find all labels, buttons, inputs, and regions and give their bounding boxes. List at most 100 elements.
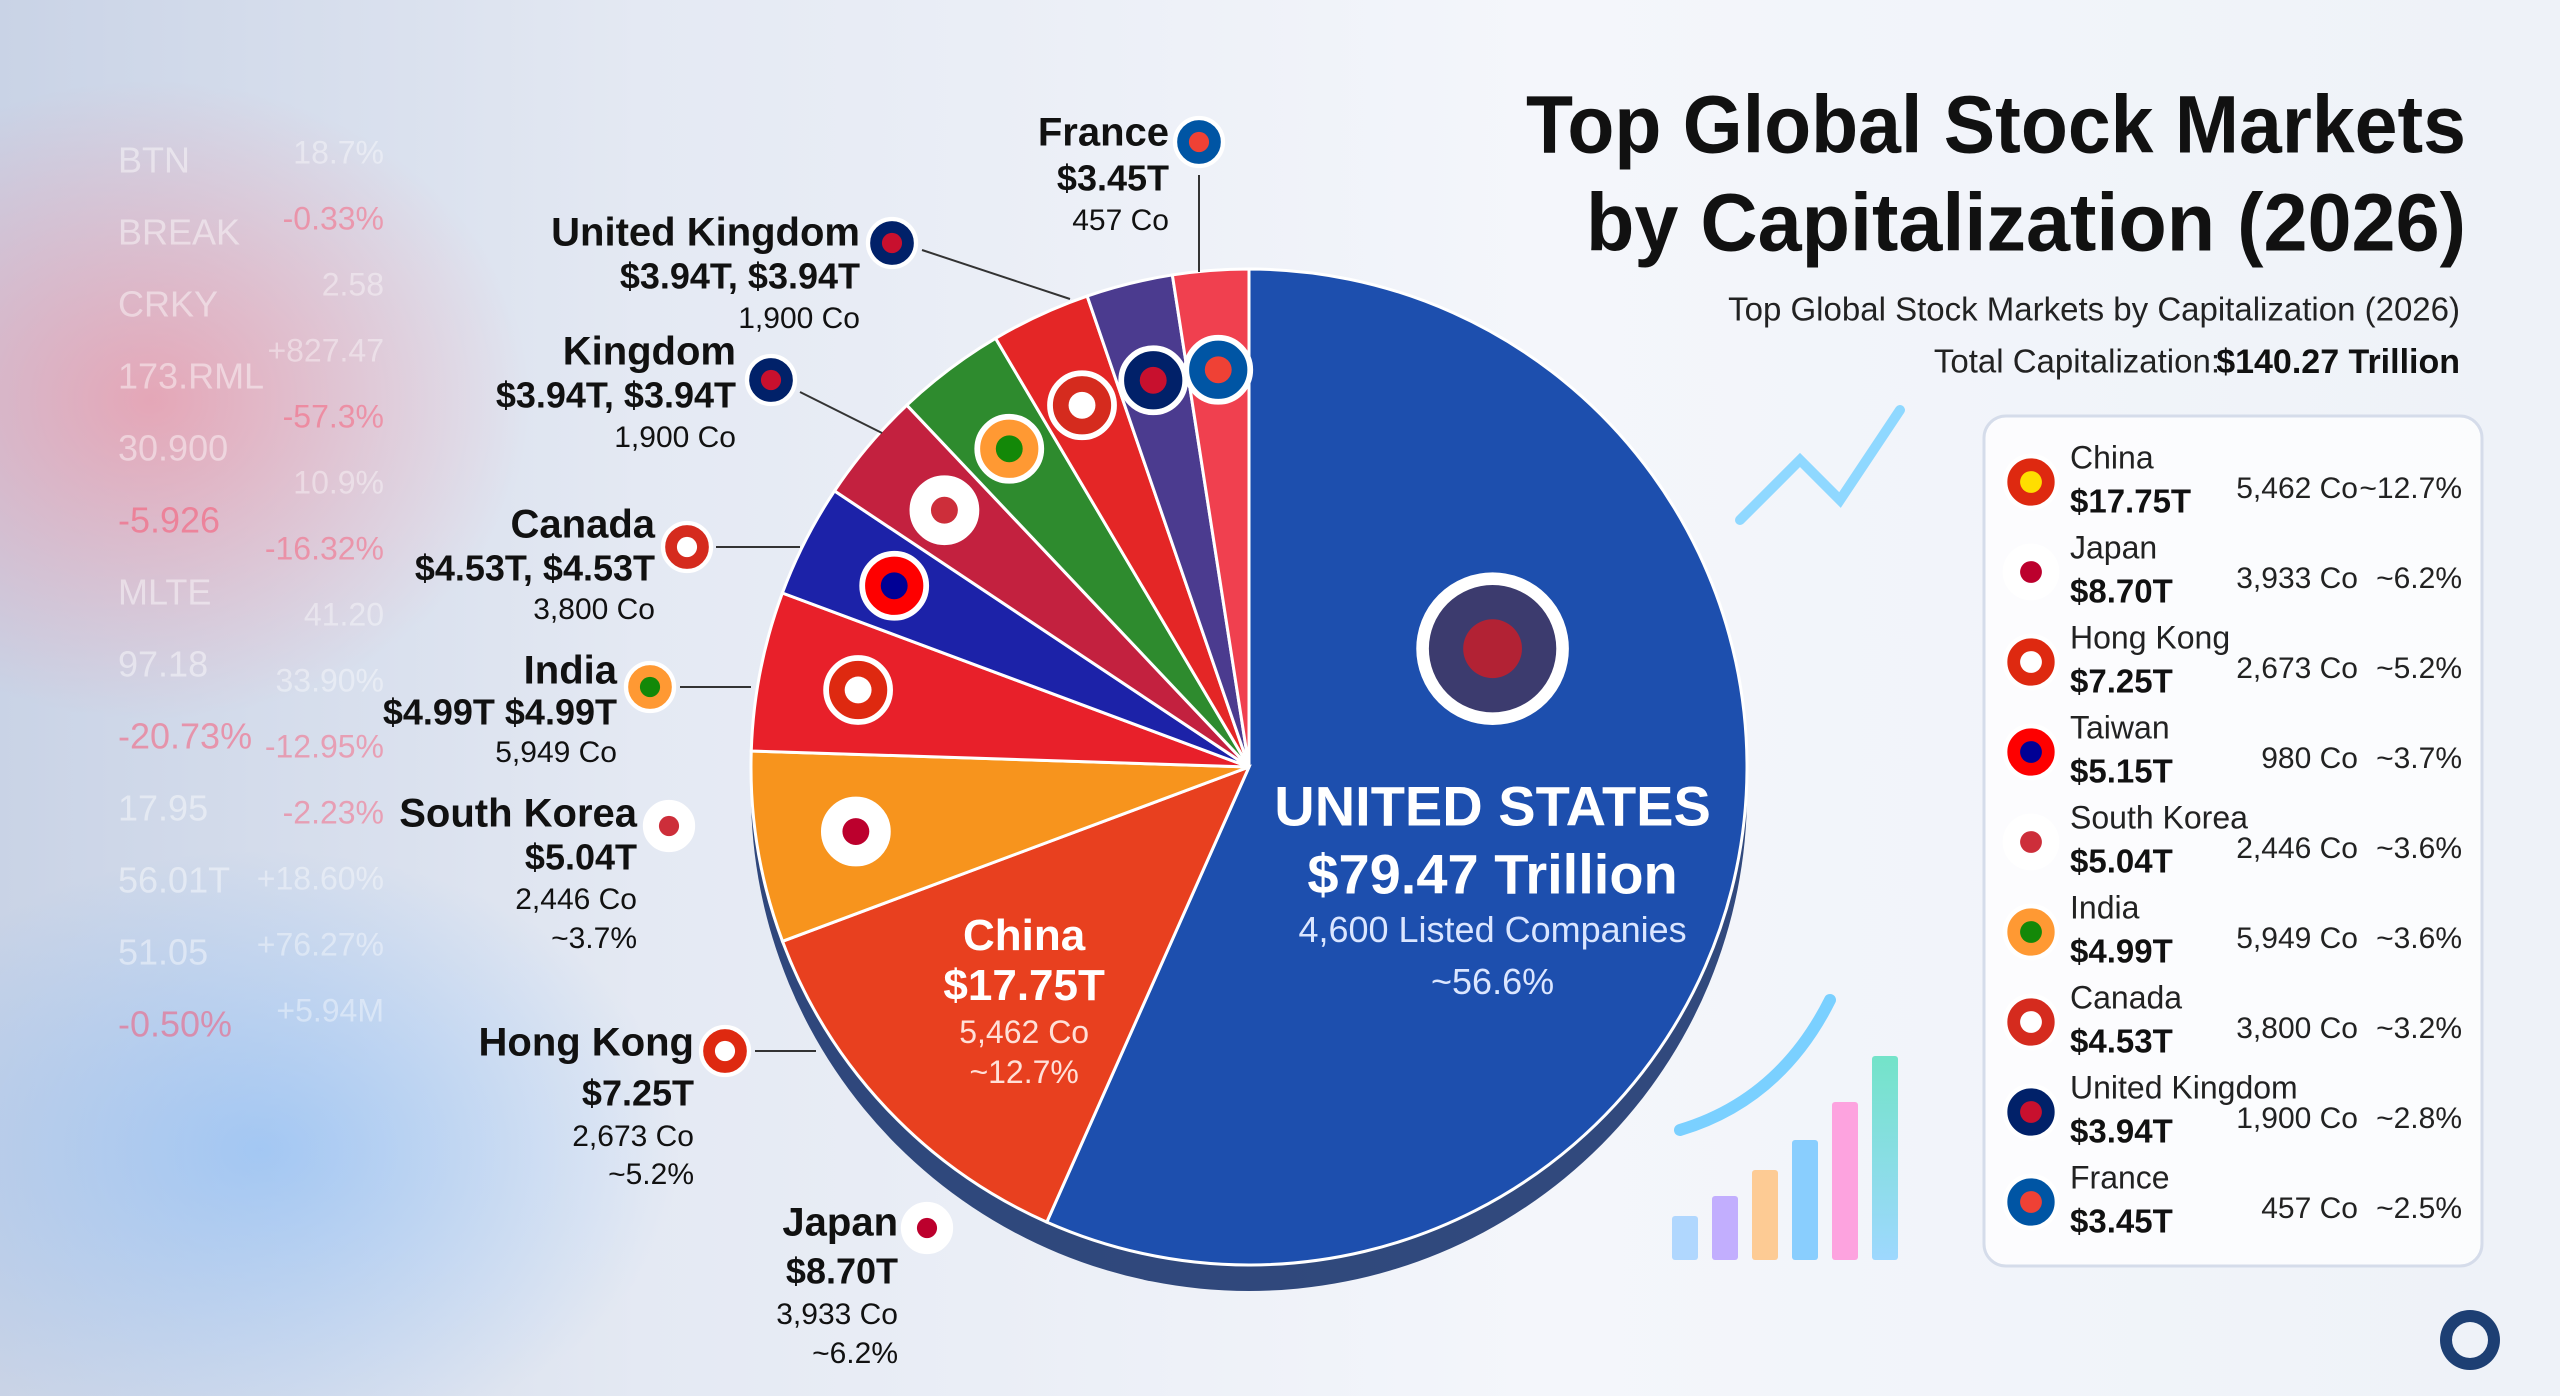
callout-text: $3.94T, $3.94T <box>496 375 736 416</box>
legend-value: $7.25T <box>2070 663 2173 700</box>
legend: China $17.75T 5,462 Co ~12.7% Japan $8.70T 3,9… <box>2002 439 2462 1240</box>
callout-name: France <box>1038 111 1169 155</box>
legend-name: Japan <box>2070 529 2157 565</box>
legend-share: ~5.2% <box>2376 652 2462 685</box>
legend-name: South Korea <box>2070 799 2248 835</box>
chart-title: by Capitalization (2026) <box>1586 178 2466 269</box>
decor-bar <box>1752 1170 1778 1260</box>
legend-name: China <box>2070 439 2154 475</box>
slice-label: UNITED STATES <box>1274 774 1711 837</box>
ticker-text: 41.20 <box>304 596 384 632</box>
flag-icon <box>2020 1101 2042 1123</box>
legend-panel <box>1982 414 2484 1268</box>
legend-companies: 980 Co <box>2261 742 2358 775</box>
decor-bar <box>1792 1140 1818 1260</box>
legend-value: $5.04T <box>2070 843 2173 880</box>
ticker-text: BREAK <box>118 212 240 253</box>
ticker-text: 33.90% <box>275 662 384 698</box>
ticker-text: 2.58 <box>322 266 384 302</box>
flag-icon <box>2020 741 2042 763</box>
callout-name: South Korea <box>399 792 638 836</box>
callout-text: ~6.2% <box>812 1337 898 1370</box>
ticker-text: 17.95 <box>118 788 208 829</box>
legend-name: India <box>2070 889 2140 925</box>
callout-text: 2,446 Co <box>515 883 637 916</box>
flag-icon <box>1463 619 1522 679</box>
flag-icon <box>1139 366 1167 394</box>
ticker-text: -20.73% <box>118 716 252 757</box>
callout-name: Canada <box>511 503 656 547</box>
decor-bar <box>1872 1056 1898 1260</box>
legend-value: $3.45T <box>2070 1203 2173 1240</box>
flag-icon <box>2020 561 2042 583</box>
legend-name: Hong Kong <box>2070 619 2230 655</box>
callout-text: 1,900 Co <box>614 421 736 454</box>
legend-share: ~2.5% <box>2376 1192 2462 1225</box>
chart-title: Top Global Stock Markets <box>1526 80 2466 171</box>
slice-value: $17.75T <box>943 961 1105 1010</box>
legend-companies: 3,800 Co <box>2236 1012 2358 1045</box>
ticker-text: -2.23% <box>283 794 384 830</box>
legend-companies: 5,949 Co <box>2236 922 2358 955</box>
flag-icon <box>1188 131 1210 153</box>
ticker-text: +827.47 <box>267 332 384 368</box>
callout-name: United Kingdom <box>551 211 860 255</box>
legend-name: Taiwan <box>2070 709 2170 745</box>
callout-text: ~3.7% <box>551 922 637 955</box>
callout-text: $7.25T <box>582 1073 694 1114</box>
slice-share: ~12.7% <box>969 1054 1078 1090</box>
slice-label: China <box>963 911 1086 960</box>
total-value: $140.27 Trillion <box>2216 343 2460 381</box>
ticker-text: -0.33% <box>283 200 384 236</box>
legend-share: ~12.7% <box>2359 472 2462 505</box>
slice-companies: 4,600 Listed Companies <box>1298 909 1686 950</box>
flag-icon <box>760 369 782 391</box>
legend-companies: 2,673 Co <box>2236 652 2358 685</box>
pie-slice <box>1044 267 1749 1267</box>
pie-slice <box>749 591 1250 769</box>
legend-share: ~3.6% <box>2376 922 2462 955</box>
legend-value: $8.70T <box>2070 573 2173 610</box>
flag-icon <box>1204 356 1232 384</box>
ticker-text: -0.50% <box>118 1004 232 1045</box>
legend-share: ~6.2% <box>2376 562 2462 595</box>
legend-companies: 457 Co <box>2261 1192 2358 1225</box>
legend-value: $4.99T <box>2070 933 2173 970</box>
ticker-text: 173.RML <box>118 356 264 397</box>
decor-bar <box>1832 1102 1858 1260</box>
legend-share: ~3.6% <box>2376 832 2462 865</box>
slice-value: $79.47 Trillion <box>1307 842 1677 905</box>
callout-name: Kingdom <box>563 330 736 374</box>
legend-value: $5.15T <box>2070 753 2173 790</box>
legend-name: France <box>2070 1159 2170 1195</box>
legend-name: United Kingdom <box>2070 1069 2298 1105</box>
callout-name: India <box>524 649 618 693</box>
flag-icon <box>1068 391 1096 419</box>
legend-value: $3.94T <box>2070 1113 2173 1150</box>
ticker-text: -5.926 <box>118 500 220 541</box>
ticker-text: 10.9% <box>293 464 384 500</box>
ticker-text: CRKY <box>118 284 218 325</box>
decor-arrow <box>1674 994 1836 1136</box>
ticker-text: MLTE <box>118 572 211 613</box>
ticker-text: +5.94M <box>276 992 384 1028</box>
legend-companies: 1,900 Co <box>2236 1102 2358 1135</box>
slice-companies: 5,462 Co <box>959 1014 1089 1050</box>
legend-value: $4.53T <box>2070 1023 2173 1060</box>
flag-icon <box>916 1217 938 1239</box>
flag-icon <box>639 676 661 698</box>
flag-icon <box>2020 1011 2042 1033</box>
ticker-text: 97.18 <box>118 644 208 685</box>
flag-icon <box>2020 921 2042 943</box>
ticker-text: -12.95% <box>265 728 384 764</box>
ticker-text: +76.27% <box>257 926 384 962</box>
decor-bar <box>1712 1196 1738 1260</box>
callout-text: 3,800 Co <box>533 593 655 626</box>
callout-text: 5,949 Co <box>495 736 617 769</box>
legend-name: Canada <box>2070 979 2182 1015</box>
ticker-text: 51.05 <box>118 932 208 973</box>
decor-bar <box>1672 1216 1698 1260</box>
flag-icon <box>714 1040 736 1062</box>
callout-name: Japan <box>782 1201 898 1245</box>
